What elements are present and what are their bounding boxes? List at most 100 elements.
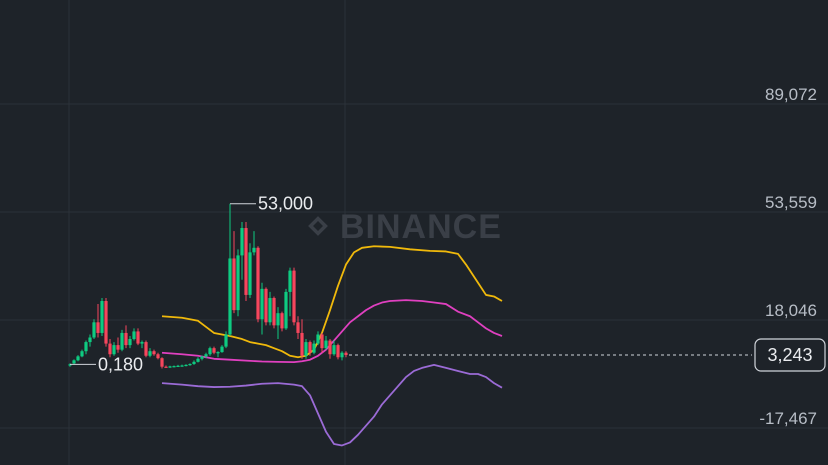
candle-body	[176, 365, 180, 367]
candle-body	[248, 252, 252, 295]
candle-body	[328, 340, 332, 355]
candle-body	[296, 322, 300, 333]
candle	[252, 231, 256, 256]
candle-body	[92, 322, 96, 338]
candle-body	[120, 332, 124, 350]
candle-body	[300, 332, 304, 356]
candle	[248, 243, 252, 298]
candle	[300, 319, 304, 359]
binance-watermark: BINANCE	[340, 208, 502, 246]
candle	[156, 352, 160, 360]
candle-body	[324, 340, 328, 349]
candle-body	[252, 247, 256, 253]
candle-body	[308, 342, 312, 353]
candle-body	[128, 339, 132, 346]
annotations: 53,000 0,180	[70, 194, 313, 374]
candle	[232, 231, 236, 314]
candle	[268, 291, 272, 326]
candle	[84, 340, 88, 355]
candle	[200, 355, 204, 361]
candle	[136, 328, 140, 346]
candle-body	[124, 332, 128, 346]
candle	[320, 332, 324, 353]
current-price-label: 3,243	[767, 345, 812, 365]
y-tick-label-3: -17,467	[759, 409, 817, 428]
candle	[312, 340, 316, 355]
candle	[272, 296, 276, 329]
candle-body	[304, 342, 308, 356]
candle	[204, 352, 208, 359]
candle	[304, 339, 308, 359]
candle-body	[140, 342, 144, 344]
candle-body	[144, 342, 148, 356]
current-price-marker[interactable]: 3,243	[349, 338, 826, 372]
candle-body	[104, 301, 108, 344]
candle	[164, 365, 168, 368]
candle-body	[212, 348, 216, 353]
candle	[292, 267, 296, 326]
candle	[96, 304, 100, 338]
candle-body	[112, 345, 116, 355]
y-tick-label-1: 53,559	[765, 193, 817, 212]
candle-body	[236, 255, 240, 311]
candle	[308, 340, 312, 356]
candle	[112, 342, 116, 356]
candle	[236, 249, 240, 317]
candle	[76, 355, 80, 362]
candle-body	[232, 258, 236, 311]
candle	[192, 360, 196, 365]
candle-body	[84, 342, 88, 352]
candle	[188, 363, 192, 366]
candle	[284, 288, 288, 330]
candle-body	[168, 366, 172, 368]
candle	[336, 343, 340, 360]
candle-body	[284, 291, 288, 329]
candle-body	[172, 366, 176, 368]
annotation-label-high: 53,000	[258, 194, 313, 214]
candle	[328, 339, 332, 359]
candle	[148, 348, 152, 358]
candle	[168, 365, 172, 368]
y-axis: 89,072 53,559 18,046 -17,467	[759, 85, 817, 428]
candle-body	[316, 334, 320, 344]
candle	[260, 282, 264, 335]
candle-body	[164, 366, 168, 368]
candle-body	[132, 331, 136, 340]
candle	[220, 345, 224, 353]
band-middle-line	[161, 299, 503, 364]
candle-body	[336, 345, 340, 358]
candle	[296, 316, 300, 340]
candle	[160, 357, 164, 369]
candle-body	[152, 351, 156, 355]
candle-body	[80, 351, 84, 357]
candle-body	[280, 313, 284, 329]
annotation-label-low: 0,180	[98, 354, 143, 374]
candle	[152, 349, 156, 356]
candle-body	[320, 334, 324, 349]
candle	[208, 346, 212, 356]
candle	[344, 351, 348, 358]
candle	[256, 246, 260, 323]
candle-body	[220, 346, 224, 353]
candle-body	[340, 352, 344, 358]
band-upper-line	[161, 245, 503, 359]
y-tick-label-2: 18,046	[765, 301, 817, 320]
candle-body	[312, 343, 316, 353]
candle	[212, 346, 216, 355]
candlesticks	[68, 203, 348, 369]
candle-body	[272, 297, 276, 326]
candle	[240, 221, 244, 280]
candle	[244, 221, 248, 302]
candle	[124, 325, 128, 349]
candle-body	[244, 228, 248, 295]
candle-body	[228, 258, 232, 335]
candle	[116, 337, 120, 353]
candle-body	[344, 352, 348, 356]
candle	[80, 349, 84, 358]
candle	[128, 335, 132, 349]
candle-body	[188, 363, 192, 366]
candle-body	[264, 288, 268, 323]
candle	[144, 340, 148, 358]
